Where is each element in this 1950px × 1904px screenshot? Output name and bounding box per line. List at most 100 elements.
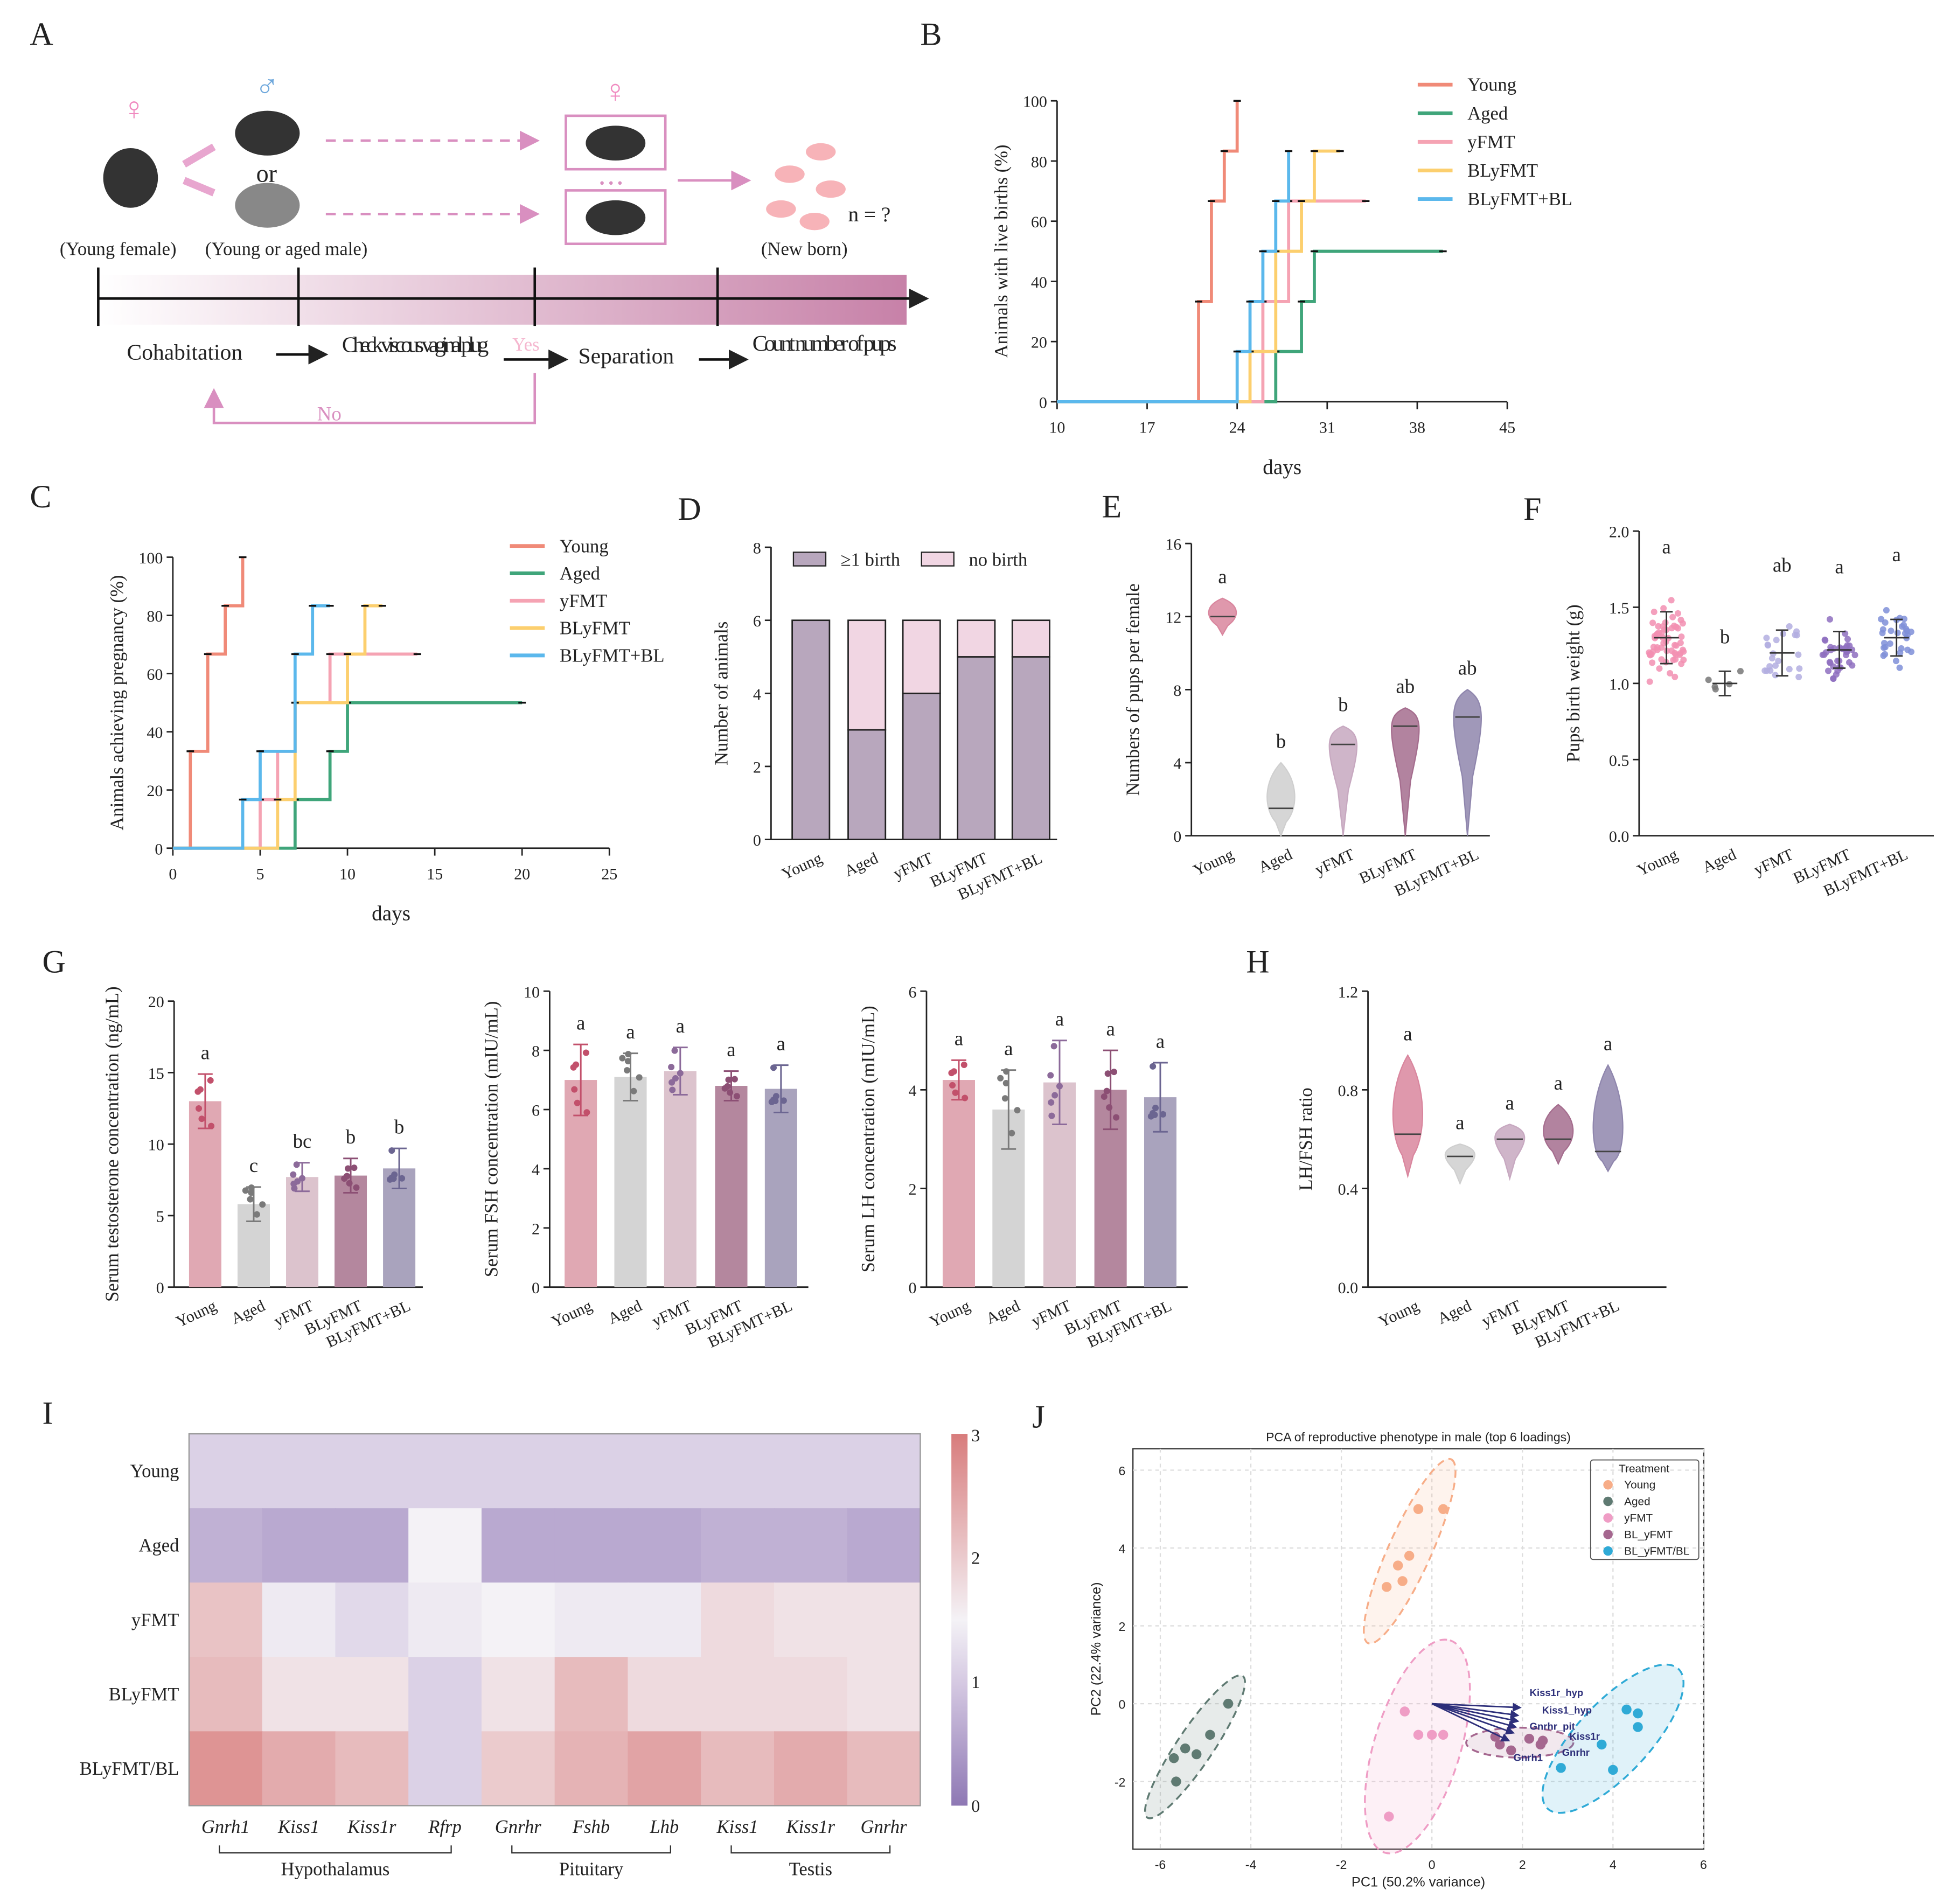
heatmap-cell bbox=[554, 1582, 629, 1658]
x-tick-label: 10 bbox=[339, 865, 356, 883]
x-tick-label: 38 bbox=[1409, 419, 1425, 437]
y-tick-label: 40 bbox=[147, 724, 163, 742]
x-tick-label: Young bbox=[1634, 846, 1680, 880]
data-point bbox=[1826, 616, 1833, 623]
bar-aged bbox=[614, 1077, 647, 1287]
data-point bbox=[1677, 650, 1684, 657]
data-point bbox=[1795, 651, 1802, 658]
data-point bbox=[1898, 645, 1905, 652]
x-axis-label: days bbox=[1263, 456, 1301, 479]
step-check-plug: Check viscous vaginal plug bbox=[342, 332, 489, 357]
violin-aged bbox=[1266, 762, 1296, 838]
data-point bbox=[1843, 652, 1850, 659]
y-tick-label: 5 bbox=[156, 1208, 164, 1225]
column-label: Rfrp bbox=[428, 1817, 462, 1837]
x-tick-label: 15 bbox=[427, 865, 443, 883]
heatmap-cell bbox=[335, 1508, 409, 1584]
data-point bbox=[1849, 662, 1856, 669]
data-point bbox=[1655, 623, 1662, 630]
data-point bbox=[1392, 1560, 1403, 1571]
heatmap-cell bbox=[847, 1731, 921, 1807]
column-label: Kiss1 bbox=[716, 1817, 758, 1837]
data-point bbox=[1608, 1764, 1618, 1775]
significance-letter: c bbox=[249, 1154, 258, 1176]
data-point bbox=[1765, 642, 1772, 649]
data-point bbox=[1056, 1083, 1063, 1090]
heatmap-cell bbox=[481, 1434, 555, 1509]
data-point bbox=[960, 1061, 967, 1068]
row-label: Aged bbox=[138, 1536, 179, 1556]
significance-letter: a bbox=[1403, 1023, 1412, 1045]
x-tick-label: Aged bbox=[605, 1297, 645, 1328]
data-point bbox=[1780, 630, 1787, 637]
legend-label: yFMT bbox=[1624, 1512, 1653, 1524]
data-point bbox=[571, 1086, 578, 1093]
x-tick-label: 31 bbox=[1319, 419, 1335, 437]
data-point bbox=[1649, 619, 1656, 626]
series-line-blyfmt+bl bbox=[1057, 151, 1291, 403]
significance-letter: b bbox=[1276, 730, 1286, 752]
significance-letter: a bbox=[576, 1012, 585, 1034]
x-tick-label: 2 bbox=[1519, 1858, 1526, 1872]
bar-yfmt bbox=[664, 1071, 697, 1287]
data-point bbox=[208, 1122, 215, 1129]
y-tick-label: 20 bbox=[148, 993, 164, 1011]
series-line-blyfmt+bl bbox=[172, 604, 330, 850]
y-tick-label: 10 bbox=[148, 1136, 164, 1154]
data-point bbox=[1796, 665, 1803, 672]
heatmap-cell bbox=[774, 1434, 848, 1509]
data-point bbox=[1180, 1743, 1190, 1754]
data-point bbox=[636, 1074, 643, 1081]
data-point bbox=[1191, 1749, 1202, 1760]
data-point bbox=[1904, 646, 1911, 653]
violin-yfmt bbox=[1328, 725, 1358, 836]
x-tick-label: 4 bbox=[1610, 1858, 1617, 1872]
significance-letter: a bbox=[676, 1015, 685, 1037]
y-tick-label: 2 bbox=[1119, 1620, 1126, 1634]
legend-label: Aged bbox=[1624, 1495, 1650, 1508]
data-point bbox=[731, 1076, 738, 1083]
loading-arrow bbox=[1431, 1703, 1510, 1742]
data-point bbox=[1711, 684, 1718, 691]
panel-j-pca: -6 -4 -2 0 2 4 6 -2 0 2 4 6 PCA of reproductive phen… bbox=[1089, 1430, 1707, 1890]
x-tick-label: yFMT bbox=[1312, 846, 1357, 879]
data-point bbox=[1413, 1729, 1424, 1740]
x-tick-label: 17 bbox=[1139, 419, 1155, 437]
data-point bbox=[1048, 1099, 1055, 1106]
heatmap-cell bbox=[554, 1434, 629, 1509]
x-tick-label: Young bbox=[1376, 1297, 1422, 1331]
bar-no-birth bbox=[1011, 619, 1050, 658]
heatmap-cell bbox=[628, 1434, 702, 1509]
y-axis-label: PC2 (22.4% variance) bbox=[1089, 1582, 1104, 1715]
y-axis-label: Animals achieving pregnancy (%) bbox=[107, 575, 128, 831]
error-bar bbox=[1153, 1062, 1168, 1133]
column-label: Gnrhr bbox=[495, 1817, 541, 1837]
data-point bbox=[1649, 659, 1656, 666]
y-tick-label: 100 bbox=[138, 549, 163, 567]
y-tick-label: 6 bbox=[908, 984, 916, 1001]
x-tick-label: Young bbox=[1190, 846, 1236, 880]
data-point bbox=[574, 1099, 581, 1106]
newborn-pups-icon bbox=[766, 143, 846, 231]
heatmap-cell bbox=[554, 1731, 629, 1807]
group-label: Testis bbox=[789, 1859, 832, 1880]
y-tick-label: 1.2 bbox=[1338, 984, 1358, 1001]
data-point bbox=[770, 1064, 777, 1071]
data-point bbox=[1381, 1582, 1392, 1592]
significance-letter: a bbox=[1106, 1017, 1115, 1040]
x-tick-label: 5 bbox=[256, 865, 264, 883]
x-axis-label: PC1 (50.2% variance) bbox=[1352, 1874, 1485, 1889]
heatmap-cell bbox=[481, 1508, 555, 1584]
bar-no-birth bbox=[957, 619, 996, 658]
male-mouse-icon bbox=[235, 110, 300, 156]
group-bracket bbox=[511, 1845, 671, 1854]
error-bar bbox=[773, 1064, 789, 1114]
data-point bbox=[345, 1165, 352, 1172]
panel-g1-chart: 0 5 10 15 20 Serum testosterone concentration… bbox=[102, 986, 423, 1351]
data-point bbox=[1168, 1753, 1179, 1763]
significance-letter: b bbox=[1720, 626, 1730, 648]
bar-blyfmt bbox=[715, 1086, 748, 1287]
y-tick-label: 0 bbox=[753, 832, 761, 849]
data-point bbox=[1659, 623, 1666, 630]
panel-label-i: I bbox=[42, 1396, 53, 1431]
